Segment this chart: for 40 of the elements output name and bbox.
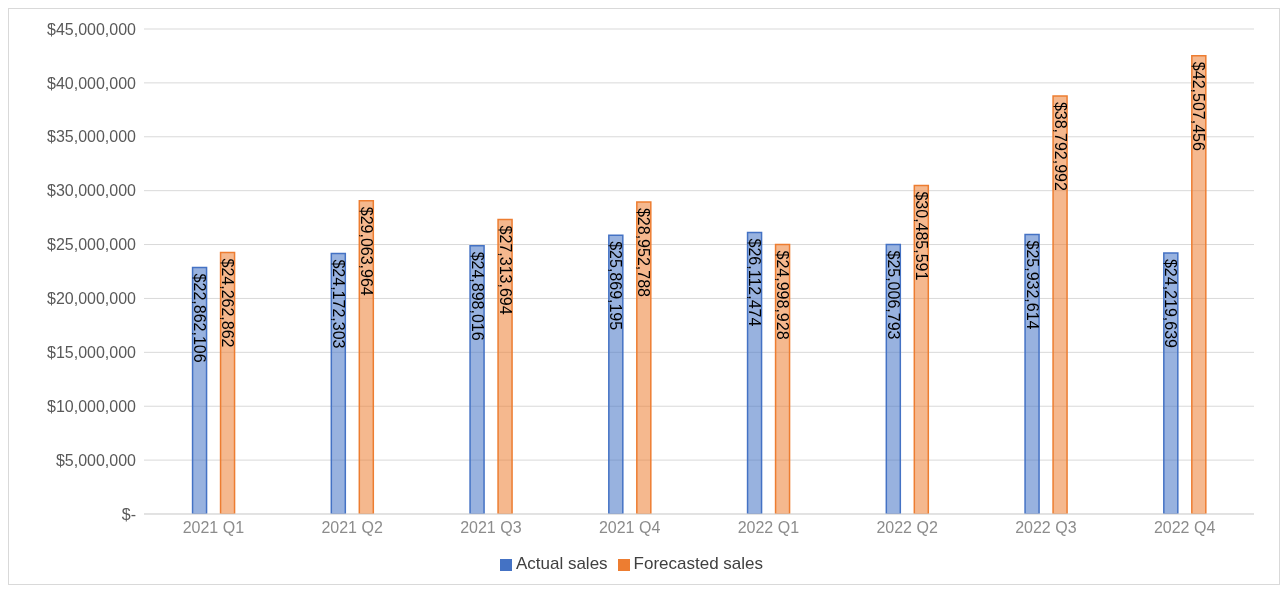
data-label: $28,952,788: [635, 207, 653, 298]
x-tick-label: 2021 Q2: [321, 519, 383, 537]
data-label: $42,507,456: [1190, 61, 1208, 151]
y-tick-label: $35,000,000: [47, 128, 137, 146]
y-tick-label: $30,000,000: [47, 182, 137, 200]
y-tick-label: $-: [121, 505, 136, 523]
bar: [497, 218, 513, 514]
bar: [636, 201, 652, 514]
x-tick-label: 2021 Q4: [598, 519, 661, 537]
data-label: $30,485,591: [912, 191, 930, 281]
y-tick-label: $5,000,000: [55, 451, 137, 469]
y-tick-label: $45,000,000: [47, 20, 137, 38]
y-tick-label: $25,000,000: [47, 236, 137, 254]
x-tick-label: 2022 Q3: [1015, 519, 1077, 537]
x-tick-label: 2022 Q2: [876, 519, 938, 537]
data-label: $26,112,474: [746, 238, 764, 327]
data-label: $25,006,793: [884, 250, 902, 340]
data-label: $25,869,195: [607, 241, 625, 331]
data-label: $24,998,928: [774, 250, 792, 340]
legend-label: Actual sales: [515, 554, 608, 573]
data-label: $27,313,694: [496, 225, 514, 315]
x-tick-label: 2022 Q1: [737, 519, 800, 537]
data-label: $25,932,614: [1023, 240, 1041, 330]
x-tick-label: 2022 Q4: [1153, 519, 1216, 537]
y-tick-label: $15,000,000: [47, 344, 137, 362]
bar: [1191, 55, 1207, 514]
y-tick-label: $20,000,000: [47, 290, 137, 308]
y-tick-label: $40,000,000: [47, 74, 137, 92]
data-label: $24,262,862: [219, 258, 237, 348]
data-label: $24,898,016: [468, 251, 486, 341]
data-label: $24,172,303: [329, 259, 347, 349]
y-tick-label: $10,000,000: [47, 397, 137, 415]
x-tick-label: 2021 Q3: [460, 519, 522, 537]
data-label: $22,862,106: [191, 273, 209, 363]
bar: [1052, 95, 1068, 514]
data-label: $29,063,964: [357, 206, 375, 296]
x-tick-label: 2021 Q1: [182, 519, 245, 537]
legend-label: Forecasted sales: [633, 554, 764, 573]
data-label: $38,792,992: [1051, 101, 1069, 191]
data-label: $24,219,639: [1162, 258, 1180, 349]
